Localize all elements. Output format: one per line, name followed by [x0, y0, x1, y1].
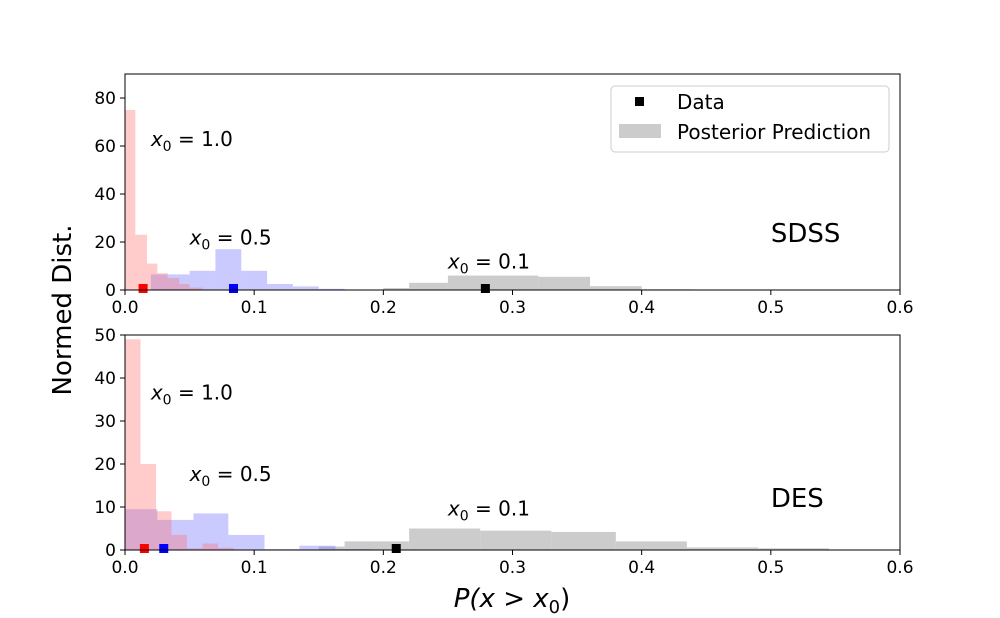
panel-label: DES [771, 484, 824, 514]
hist-bar [179, 284, 190, 290]
hist-bar [125, 339, 141, 550]
hist-bar [171, 534, 187, 550]
legend-data-marker [635, 97, 644, 106]
hist-bar [267, 284, 293, 290]
hist-bar [125, 509, 158, 550]
hist-bar [189, 287, 203, 290]
hist-bar [228, 534, 265, 550]
hist-bar [150, 274, 190, 290]
hist-bar [218, 547, 234, 550]
x0-annotation: x0 = 0.1 [447, 249, 530, 277]
hist-bar [156, 511, 172, 550]
y-axis-label: Normed Dist. [48, 225, 78, 396]
hist-bar [241, 270, 268, 290]
x-tick-label: 0.0 [111, 558, 138, 578]
hist-bar [318, 546, 345, 550]
hist-bar [146, 263, 158, 290]
data-marker [139, 544, 149, 553]
hist-bar [135, 234, 147, 290]
y-tick-label: 10 [94, 498, 116, 518]
x-tick-label: 0.5 [757, 558, 784, 578]
y-tick-label: 20 [94, 455, 116, 475]
legend: Data Posterior Prediction [610, 85, 890, 153]
x-tick-label: 0.2 [370, 558, 397, 578]
y-tick-label: 0 [105, 541, 116, 561]
x-tick-label: 0.0 [111, 298, 138, 318]
x-tick-label: 0.1 [241, 558, 268, 578]
hist-bar [202, 543, 218, 550]
data-marker [229, 284, 238, 293]
x0-annotation: x0 = 0.5 [189, 225, 272, 253]
hist-bar [157, 273, 168, 290]
hist-bar [383, 288, 410, 290]
hist-bar [318, 288, 345, 290]
hist-bar [299, 545, 336, 550]
legend-posterior-patch [619, 124, 661, 138]
x-tick-label: 0.3 [499, 558, 526, 578]
panel-label: SDSS [771, 219, 841, 249]
hist-bar [193, 513, 229, 550]
data-marker [159, 544, 169, 553]
x-tick-label: 0.6 [886, 558, 913, 578]
data-marker [391, 544, 401, 553]
x-tick-label: 0.6 [886, 298, 913, 318]
y-tick-label: 80 [94, 89, 116, 109]
x0-annotation: x0 = 0.1 [447, 497, 530, 525]
y-tick-label: 20 [94, 233, 116, 253]
x-tick-label: 0.4 [628, 558, 655, 578]
hist-bar [125, 110, 136, 290]
x-tick-label: 0.3 [499, 298, 526, 318]
x-tick-label: 0.4 [628, 298, 655, 318]
hist-bar [187, 548, 203, 550]
y-tick-label: 0 [105, 281, 116, 301]
hist-bar [757, 548, 829, 550]
hist-bar [551, 531, 616, 550]
x0-annotation: x0 = 0.5 [189, 462, 272, 490]
legend-posterior-label: Posterior Prediction [677, 120, 871, 144]
x0-annotation: x0 = 1.0 [150, 127, 233, 155]
data-marker [138, 284, 148, 293]
y-tick-label: 40 [94, 185, 116, 205]
hist-bar [167, 278, 180, 290]
hist-bar [292, 286, 319, 290]
data-marker [480, 284, 490, 293]
x-axis-label: P(x > x0) [454, 584, 571, 618]
hist-bar [686, 547, 758, 550]
hist-bar [189, 270, 216, 290]
hist-bar [215, 249, 242, 290]
x-tick-label: 0.5 [757, 298, 784, 318]
hist-bar [447, 275, 539, 290]
hist-bar [409, 528, 481, 550]
legend-data-label: Data [677, 90, 725, 114]
hist-bar [538, 276, 590, 290]
x-tick-label: 0.2 [370, 298, 397, 318]
des-panel: 0.0 0.1 0.2 0.3 0.4 0.5 0.6 0 10 20 30 40 50 x0 = 1.0… [94, 326, 913, 578]
hist-bar [344, 541, 410, 550]
hist-bar [409, 282, 448, 290]
hist-bar [615, 541, 687, 550]
y-tick-label: 50 [94, 326, 116, 346]
hist-bar [140, 464, 156, 550]
y-tick-label: 60 [94, 137, 116, 157]
x-tick-label: 0.1 [241, 298, 268, 318]
sdss-panel: 0.0 0.1 0.2 0.3 0.4 0.5 0.6 0 20 40 60 80 x0 = 1.0 x0… [94, 73, 914, 318]
y-tick-label: 30 [94, 412, 116, 432]
hist-bar [590, 286, 642, 290]
hist-bar [480, 530, 552, 550]
y-tick-label: 40 [94, 369, 116, 389]
x0-annotation: x0 = 1.0 [150, 381, 233, 409]
